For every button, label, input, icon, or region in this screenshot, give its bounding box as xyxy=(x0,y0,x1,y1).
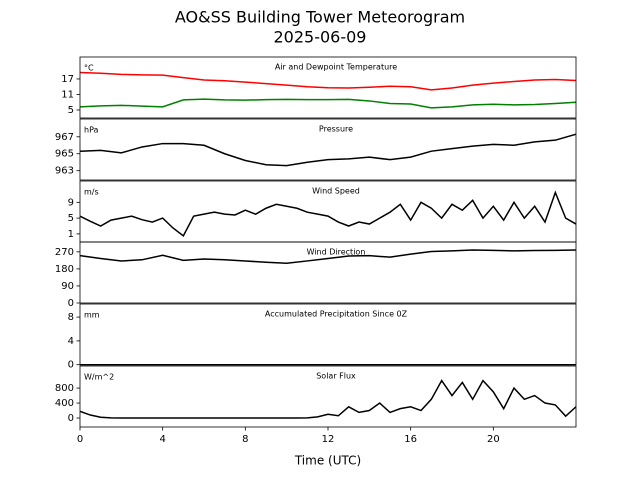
y-tick-label: 0 xyxy=(68,413,74,424)
panel-title: Pressure xyxy=(319,125,353,134)
y-tick-label: 965 xyxy=(55,149,74,160)
unit-label: mm xyxy=(84,311,100,320)
x-axis-label: Time (UTC) xyxy=(294,454,361,468)
panel-frame xyxy=(79,118,577,181)
x-tick-label: 16 xyxy=(404,434,417,445)
unit-label: °C xyxy=(84,64,94,73)
figure-subtitle: 2025-06-09 xyxy=(274,28,367,47)
x-tick-label: 20 xyxy=(487,434,500,445)
x-tick-label: 12 xyxy=(322,434,335,445)
panel-title: Wind Speed xyxy=(312,187,360,196)
y-tick-label: 8 xyxy=(68,312,74,323)
panel-title: Accumulated Precipitation Since 0Z xyxy=(265,310,408,319)
unit-label: m/s xyxy=(84,188,99,197)
y-tick-label: 800 xyxy=(55,383,74,394)
y-tick-label: 9 xyxy=(68,197,74,208)
y-tick-label: 90 xyxy=(61,281,74,292)
y-tick-label: 11 xyxy=(61,89,74,100)
y-tick-label: 270 xyxy=(55,247,74,258)
panel-title: Wind Direction xyxy=(307,248,366,257)
y-tick-label: 0 xyxy=(68,360,74,371)
y-tick-label: 0 xyxy=(68,298,74,309)
series-line xyxy=(80,71,576,91)
y-tick-label: 17 xyxy=(61,74,74,85)
panel-frame xyxy=(79,241,577,304)
y-tick-label: 963 xyxy=(55,166,74,177)
y-tick-label: 967 xyxy=(55,132,74,143)
y-tick-label: 180 xyxy=(55,264,74,275)
series-line xyxy=(80,379,576,419)
y-tick-label: 1 xyxy=(68,229,74,240)
y-tick-label: 4 xyxy=(68,336,74,347)
panel-title: Solar Flux xyxy=(316,372,356,381)
panel-frame xyxy=(79,303,577,366)
series-line xyxy=(80,249,576,264)
series-line xyxy=(80,133,576,167)
series-line xyxy=(80,190,576,238)
y-tick-label: 400 xyxy=(55,398,74,409)
x-tick-label: 0 xyxy=(77,434,83,445)
unit-label: W/m^2 xyxy=(84,373,114,382)
panel-title: Air and Dewpoint Temperature xyxy=(275,63,397,72)
x-tick-label: 4 xyxy=(159,434,165,445)
unit-label: hPa xyxy=(84,126,99,135)
y-tick-label: 5 xyxy=(68,213,74,224)
figure-title: AO&SS Building Tower Meteorogram xyxy=(175,8,465,27)
x-tick-label: 8 xyxy=(242,434,248,445)
series-line xyxy=(80,98,576,109)
y-tick-label: 5 xyxy=(68,105,74,116)
panel-frame xyxy=(79,56,577,119)
